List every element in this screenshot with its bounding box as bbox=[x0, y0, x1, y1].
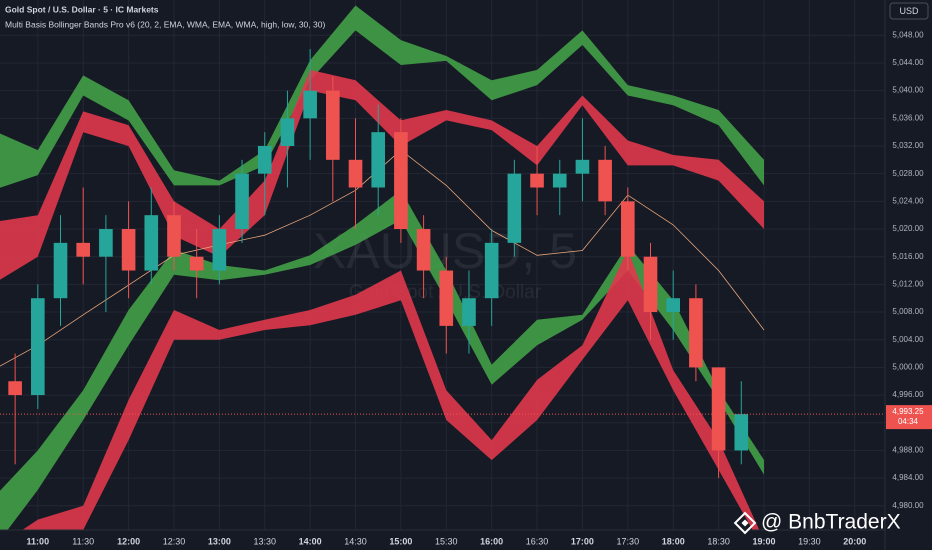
y-tick-label: 4,980.00 bbox=[892, 501, 924, 510]
x-tick-label: 19:30 bbox=[798, 536, 821, 546]
x-tick-label: 12:30 bbox=[163, 536, 186, 546]
candle-body bbox=[280, 118, 295, 146]
candle-body bbox=[416, 229, 431, 271]
x-tick-label: 13:30 bbox=[253, 536, 276, 546]
countdown: 04:34 bbox=[898, 417, 919, 426]
y-tick-label: 4,988.00 bbox=[892, 446, 924, 455]
x-tick-label: 11:00 bbox=[27, 536, 50, 546]
x-tick-label: 19:00 bbox=[752, 536, 775, 546]
y-tick-label: 4,996.00 bbox=[892, 390, 924, 399]
candle-body bbox=[144, 215, 159, 271]
candle-body bbox=[8, 381, 22, 396]
band-area bbox=[22, 249, 760, 530]
x-tick-label: 15:00 bbox=[389, 536, 412, 546]
x-tick-label: 15:30 bbox=[435, 536, 458, 546]
candle-body bbox=[189, 256, 204, 271]
candle-body bbox=[530, 173, 544, 188]
candle-body bbox=[484, 242, 499, 299]
y-tick-label: 5,048.00 bbox=[892, 30, 924, 39]
candle-body bbox=[257, 145, 272, 174]
candle-body bbox=[711, 367, 726, 451]
y-tick-label: 5,016.00 bbox=[892, 252, 924, 261]
band-area bbox=[0, 5, 764, 188]
indicator-label: Multi Basis Bollinger Bands Pro v6 (20, … bbox=[5, 19, 325, 29]
candle-body bbox=[598, 159, 612, 202]
last-price-box bbox=[886, 405, 932, 430]
credit-logo bbox=[733, 511, 757, 535]
candle-body bbox=[326, 90, 340, 160]
x-tick-label: 12:00 bbox=[117, 536, 140, 546]
candle-body bbox=[212, 229, 227, 271]
candle-body bbox=[462, 298, 476, 326]
band-area bbox=[0, 190, 764, 530]
y-tick-label: 4,984.00 bbox=[892, 473, 924, 482]
y-tick-label: 5,008.00 bbox=[892, 307, 924, 316]
candle-body bbox=[621, 201, 635, 257]
x-tick-label: 17:00 bbox=[571, 536, 594, 546]
y-tick-label: 5,036.00 bbox=[892, 113, 924, 122]
candle-body bbox=[439, 270, 454, 326]
candle-body bbox=[348, 159, 363, 188]
last-price-label: 4,993.25 bbox=[892, 407, 924, 416]
y-tick-label: 5,004.00 bbox=[892, 335, 924, 344]
y-tick-label: 5,028.00 bbox=[892, 169, 924, 178]
y-tick-label: 5,040.00 bbox=[892, 86, 924, 95]
x-tick-label: 11:30 bbox=[72, 536, 94, 546]
x-tick-label: 18:00 bbox=[662, 536, 685, 546]
candle-body bbox=[31, 298, 45, 396]
y-tick-label: 5,012.00 bbox=[892, 279, 924, 288]
x-tick-label: 16:30 bbox=[526, 536, 549, 546]
band-area bbox=[0, 69, 764, 280]
candle-body bbox=[167, 215, 181, 257]
y-tick-label: 5,032.00 bbox=[892, 141, 924, 150]
x-tick-label: 13:00 bbox=[208, 536, 231, 546]
currency-box[interactable] bbox=[889, 2, 929, 20]
chart-title: Gold Spot / U.S. Dollar · 5 · IC Markets bbox=[5, 4, 159, 14]
x-tick-label: 17:30 bbox=[617, 536, 640, 546]
y-tick-label: 5,000.00 bbox=[892, 363, 924, 372]
candle-body bbox=[303, 90, 317, 119]
candle-body bbox=[689, 298, 703, 368]
plot bbox=[0, 5, 885, 530]
currency: USD bbox=[899, 6, 919, 16]
candle-body bbox=[507, 173, 522, 243]
candle-body bbox=[76, 242, 91, 257]
candle-body bbox=[666, 298, 681, 313]
price-axis bbox=[885, 0, 932, 550]
x-tick-label: 18:30 bbox=[707, 536, 730, 546]
candle-body bbox=[99, 229, 113, 257]
x-tick-label: 20:00 bbox=[843, 536, 866, 546]
candle-body bbox=[552, 173, 567, 188]
x-tick-label: 14:30 bbox=[344, 536, 367, 546]
candle-body bbox=[643, 256, 658, 313]
credit: @ BnbTraderX bbox=[761, 511, 901, 534]
x-tick-label: 14:00 bbox=[299, 536, 322, 546]
candle-body bbox=[394, 132, 408, 230]
y-tick-label: 5,024.00 bbox=[892, 196, 924, 205]
x-tick-label: 16:00 bbox=[480, 536, 503, 546]
candle-body bbox=[371, 132, 386, 188]
candle-body bbox=[575, 159, 590, 174]
candle-body bbox=[235, 173, 249, 230]
candle-body bbox=[121, 229, 136, 271]
candle-body bbox=[53, 242, 68, 299]
y-tick-label: 5,044.00 bbox=[892, 58, 924, 67]
y-tick-label: 5,020.00 bbox=[892, 224, 924, 233]
candle-body bbox=[734, 414, 749, 451]
